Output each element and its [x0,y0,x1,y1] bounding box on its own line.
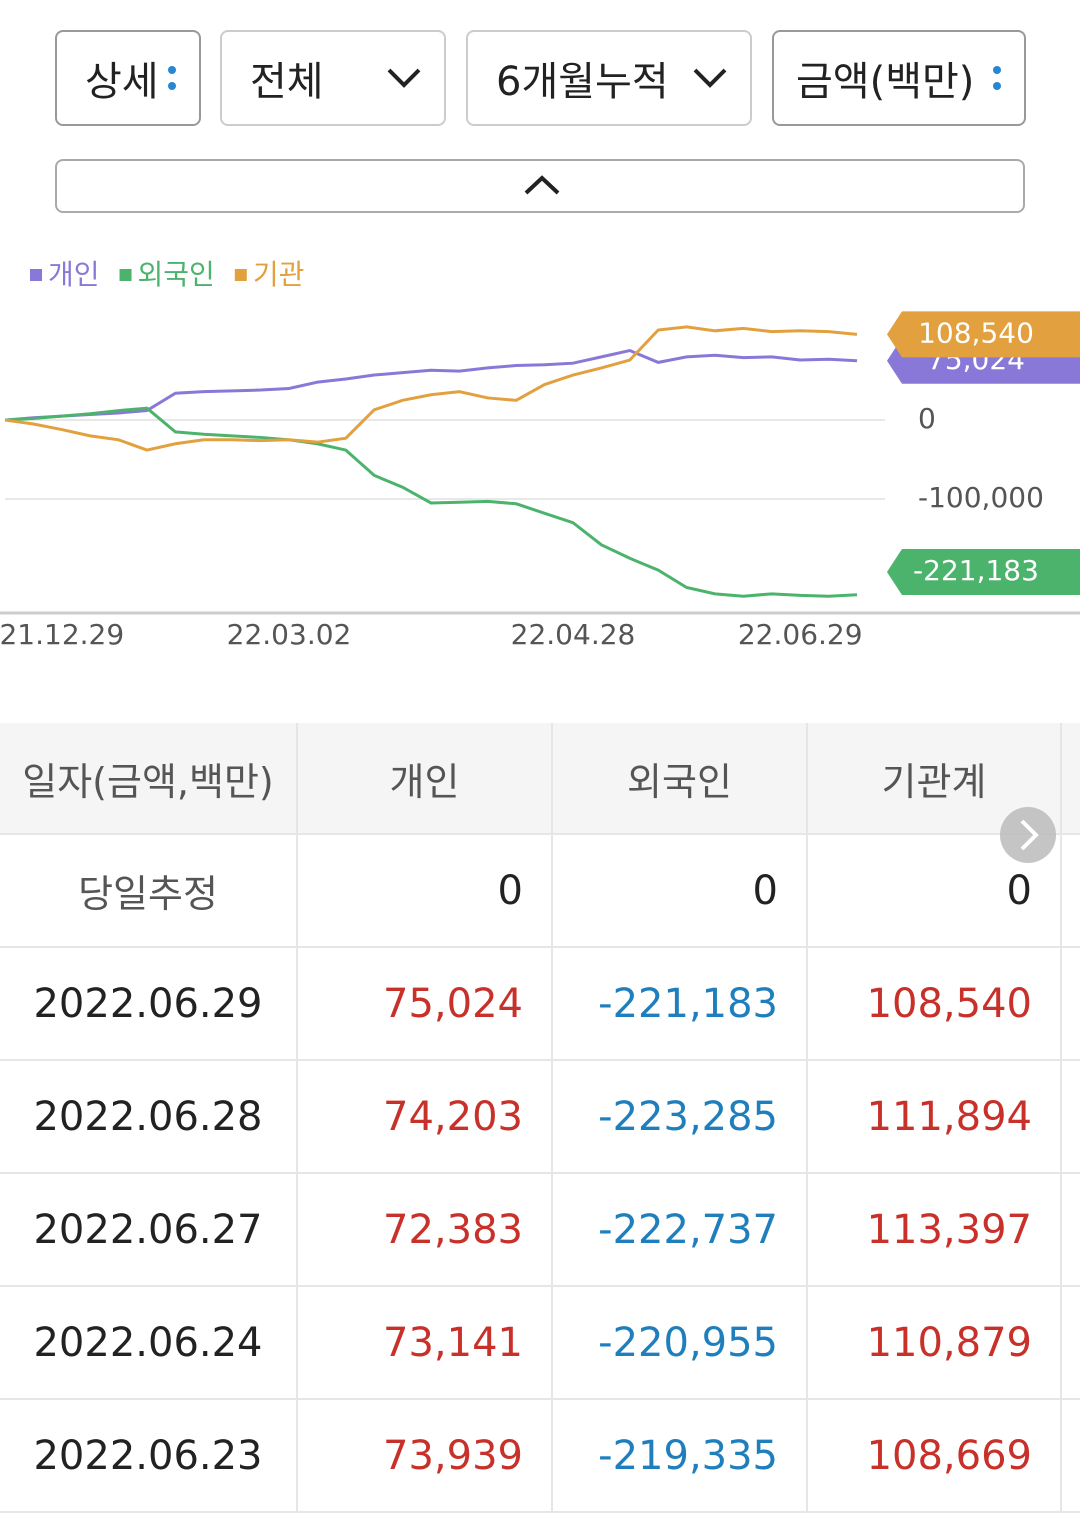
scope-select[interactable]: 전체 [220,30,446,126]
y-tick-label: -100,000 [918,481,1044,514]
unit-select[interactable]: 금액(백만) [772,30,1026,126]
series-line [4,348,858,422]
detail-select[interactable]: 상세 [55,30,201,126]
filler-cell [1062,1400,1080,1513]
x-tick-label: 22.04.28 [511,618,636,651]
legend-swatch [119,269,132,281]
filler-cell [1062,1061,1080,1174]
value-cell: 73,141 [298,1287,553,1400]
value-cell: 108,540 [808,948,1062,1061]
end-value-flag: 108,540 [887,311,1080,358]
header-cell: 일자(금액,백만) [0,723,298,835]
value-cell: -221,183 [553,948,808,1061]
dots-icon [993,66,1001,90]
date-cell: 당일추정 [0,835,298,948]
control-label: 전체 [250,59,324,105]
value-cell: -220,955 [553,1287,808,1400]
value-cell: -223,285 [553,1061,808,1174]
value-cell: 72,383 [298,1174,553,1287]
value-cell: 0 [298,835,553,948]
x-tick-label: 21.12.29 [0,618,124,651]
x-tick-label: 22.06.29 [738,618,863,651]
value-cell: 108,669 [808,1400,1062,1513]
chevron-icon [387,68,421,88]
date-cell: 2022.06.23 [0,1400,298,1513]
chevron-icon [693,68,727,88]
legend-label: 기관 [253,258,305,291]
flag-shape [887,311,1080,358]
value-cell: -219,335 [553,1400,808,1513]
series-line [4,406,858,598]
value-cell: 113,397 [808,1174,1062,1287]
date-cell: 2022.06.27 [0,1174,298,1287]
date-cell: 2022.06.24 [0,1287,298,1400]
value-cell: 75,024 [298,948,553,1061]
legend-swatch [30,269,42,281]
date-cell: 2022.06.28 [0,1061,298,1174]
filler-cell [1062,1174,1080,1287]
value-cell: 110,879 [808,1287,1062,1400]
value-cell: -222,737 [553,1174,808,1287]
date-cell: 2022.06.29 [0,948,298,1061]
end-value-flag: -221,183 [887,549,1080,595]
value-cell: 111,894 [808,1061,1062,1174]
control-label: 상세 [85,59,159,105]
y-tick-label: 0 [918,402,936,435]
x-tick-label: 22.03.02 [227,618,352,651]
control-label: 금액(백만) [796,59,975,105]
value-cell: 0 [553,835,808,948]
legend-label: 외국인 [138,258,215,291]
legend-label: 개인 [48,258,100,291]
flag-shape [887,549,1080,595]
filler-cell [1062,835,1080,948]
control-label: 6개월누적 [496,59,669,105]
collapse-toggle[interactable] [55,159,1025,213]
flag-label: -221,183 [913,554,1039,587]
value-cell: 73,939 [298,1400,553,1513]
legend-swatch [234,269,247,281]
chart: 개인 외국인 기관 0 -100,000 21.12.29 22.03.02 22.04.28… [0,258,1080,651]
value-cell: 74,203 [298,1061,553,1174]
period-select[interactable]: 6개월누적 [466,30,752,126]
value-cell: 0 [808,835,1062,948]
scroll-right-button[interactable] [1000,807,1056,863]
filler-cell [1062,948,1080,1061]
filler-cell [1062,1287,1080,1400]
header-cell [1062,723,1080,835]
dots-icon [168,66,176,90]
chevron-up-icon [524,175,560,195]
flag-label: 108,540 [918,316,1034,349]
header-cell: 외국인 [553,723,808,835]
series-line [4,325,858,452]
header-cell: 개인 [298,723,553,835]
